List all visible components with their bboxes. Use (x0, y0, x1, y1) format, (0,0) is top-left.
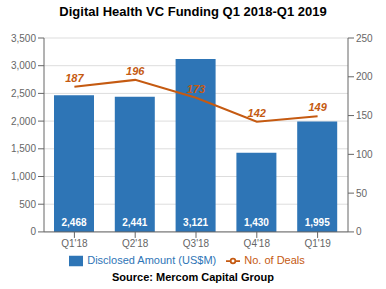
svg-text:1,000: 1,000 (11, 171, 36, 182)
svg-text:Q3'18: Q3'18 (183, 238, 210, 249)
svg-text:Q4'18: Q4'18 (244, 238, 271, 249)
svg-text:3,500: 3,500 (11, 33, 36, 44)
svg-text:3,121: 3,121 (183, 217, 208, 228)
svg-text:3,000: 3,000 (11, 60, 36, 71)
html-text:Disclosed Amount (US$M): Disclosed Amount (US$M) (87, 253, 217, 266)
svg-text:Q1'18: Q1'18 (61, 238, 88, 249)
svg-text:2,468: 2,468 (61, 217, 86, 228)
svg-text:1,500: 1,500 (11, 143, 36, 154)
svg-text:100: 100 (356, 149, 373, 160)
svg-text:500: 500 (19, 199, 36, 210)
svg-text:0: 0 (30, 226, 36, 237)
svg-text:149: 149 (308, 101, 327, 113)
svg-text:173: 173 (187, 83, 205, 95)
svg-text:142: 142 (248, 107, 266, 119)
html-text:No. of Deals: No. of Deals (244, 253, 305, 266)
svg-text:50: 50 (356, 188, 368, 199)
svg-text:200: 200 (356, 71, 373, 82)
svg-text:196: 196 (126, 65, 145, 77)
svg-text:187: 187 (65, 72, 84, 84)
svg-text:2,000: 2,000 (11, 116, 36, 127)
html-text:Source: Mercom Capital Group: Source: Mercom Capital Group (112, 271, 274, 283)
svg-text:2,500: 2,500 (11, 88, 36, 99)
svg-text:1,430: 1,430 (244, 217, 269, 228)
svg-text:250: 250 (356, 33, 373, 44)
svg-text:1,995: 1,995 (305, 217, 330, 228)
svg-text:Q2'18: Q2'18 (122, 238, 149, 249)
svg-text:2,441: 2,441 (122, 217, 147, 228)
svg-text:0: 0 (356, 226, 362, 237)
html-text:Digital Health VC Funding Q1 2: Digital Health VC Funding Q1 2018-Q1 201… (59, 4, 327, 19)
svg-text:Q1'19: Q1'19 (304, 238, 331, 249)
svg-text:150: 150 (356, 110, 373, 121)
